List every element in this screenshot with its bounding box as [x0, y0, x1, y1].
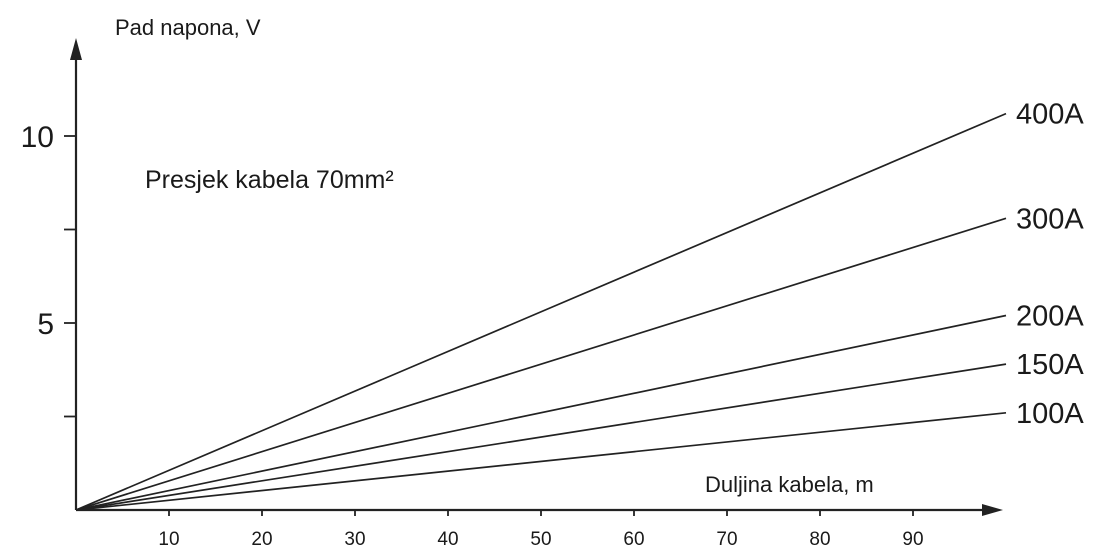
x-tick-label-20: 20	[251, 529, 272, 549]
y-tick-label-10: 10	[21, 121, 54, 154]
y-tick-label-5: 5	[37, 308, 54, 341]
y-ticks: 5 10	[21, 121, 76, 418]
axes	[70, 38, 1003, 516]
x-tick-label-40: 40	[437, 529, 458, 549]
chart-annotation: Presjek kabela 70mm²	[145, 166, 394, 194]
x-tick-label-50: 50	[530, 529, 551, 549]
series-line-150A	[75, 363, 1007, 511]
x-axis-label: Duljina kabela, m	[705, 472, 874, 497]
series-lines: 400A 300A 200A 150A 100A	[75, 99, 1084, 511]
y-axis-label: Pad napona, V	[115, 15, 261, 40]
x-axis-arrow	[982, 504, 1003, 516]
x-tick-label-90: 90	[902, 529, 923, 549]
series-label-150A: 150A	[1016, 349, 1084, 381]
series-label-400A: 400A	[1016, 99, 1084, 131]
series-line-400A	[75, 112, 1007, 511]
y-axis-arrow	[70, 38, 82, 60]
x-tick-label-10: 10	[158, 529, 179, 549]
series-line-300A	[75, 217, 1007, 511]
x-ticks: 10 20 30 40 50 60 70 80 90	[158, 510, 924, 549]
series-label-200A: 200A	[1016, 301, 1084, 333]
x-tick-label-30: 30	[344, 529, 365, 549]
series-line-200A	[75, 314, 1007, 511]
series-line-100A	[75, 411, 1007, 511]
x-tick-label-80: 80	[809, 529, 830, 549]
x-tick-label-60: 60	[623, 529, 644, 549]
series-label-100A: 100A	[1016, 398, 1084, 430]
x-tick-label-70: 70	[716, 529, 737, 549]
series-label-300A: 300A	[1016, 203, 1084, 235]
